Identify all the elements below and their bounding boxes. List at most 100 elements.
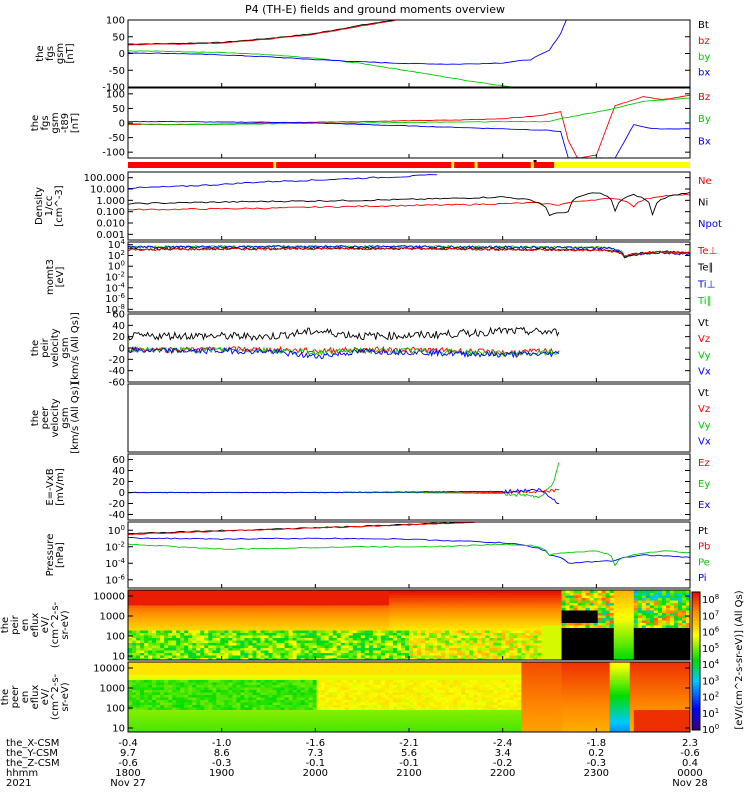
- heatmap-cell: [248, 595, 253, 598]
- heatmap-cell: [364, 590, 370, 593]
- heatmap-cell: [180, 655, 185, 658]
- heatmap-cell: [148, 592, 153, 596]
- heatmap-cell: [665, 645, 671, 648]
- heatmap-cell: [164, 692, 169, 695]
- heatmap-cell: [561, 622, 567, 626]
- heatmap-cell: [196, 620, 201, 623]
- heatmap-cell: [404, 637, 410, 641]
- heatmap-cell: [613, 652, 619, 656]
- heatmap-cell: [196, 640, 201, 643]
- heatmap-cell: [368, 652, 374, 656]
- heatmap-cell: [152, 719, 157, 723]
- heatmap-cell: [517, 630, 522, 633]
- heatmap-cell: [605, 635, 611, 638]
- heatmap-cell: [132, 727, 137, 730]
- heatmap-cell: [156, 689, 161, 693]
- heatmap-cell: [669, 627, 675, 631]
- heatmap-cell: [268, 592, 274, 596]
- heatmap-cell: [184, 622, 189, 626]
- heatmap-cell: [156, 627, 161, 631]
- heatmap-cell: [368, 630, 374, 633]
- y-tick-label: 10-2: [105, 271, 125, 284]
- series-Pt: [128, 522, 475, 535]
- heatmap-cell: [224, 637, 229, 641]
- heatmap-cell: [232, 600, 237, 603]
- heatmap-cell: [364, 610, 370, 613]
- heatmap-cell: [465, 607, 470, 611]
- heatmap-cell: [501, 655, 506, 658]
- heatmap-cell: [645, 632, 651, 636]
- heatmap-cell: [176, 674, 181, 678]
- heatmap-cell: [625, 595, 631, 598]
- heatmap-cell: [308, 600, 314, 603]
- heatmap-cell: [505, 650, 510, 653]
- y-axis-label: -t89: [60, 113, 71, 133]
- heatmap-cell: [681, 647, 687, 651]
- heatmap-cell: [208, 612, 213, 616]
- heatmap-cell: [465, 625, 470, 628]
- heatmap-cell: [637, 637, 643, 641]
- heatmap-cell: [685, 627, 691, 631]
- heatmap-cell: [404, 622, 410, 626]
- heatmap-cell: [489, 637, 494, 641]
- heatmap-cell: [449, 635, 454, 638]
- heatmap-cell: [156, 712, 161, 715]
- heatmap-cell: [549, 590, 555, 593]
- heatmap-cell: [172, 647, 177, 651]
- heatmap-cell: [364, 605, 370, 608]
- heatmap-cell: [168, 674, 173, 678]
- heatmap-cell: [144, 679, 149, 683]
- heatmap-cell: [661, 657, 667, 661]
- heatmap-cell: [264, 627, 269, 631]
- heatmap-cell: [252, 610, 257, 613]
- heatmap-cell: [144, 674, 149, 678]
- heatmap-cell: [324, 612, 330, 616]
- heatmap-cell: [485, 647, 490, 651]
- heatmap-cell: [336, 622, 342, 626]
- heatmap-cell: [645, 617, 651, 621]
- heatmap-cell: [409, 615, 414, 618]
- heatmap-cell: [168, 689, 173, 693]
- heatmap-cell: [437, 595, 442, 598]
- heatmap-cell: [513, 590, 518, 593]
- heatmap-cell: [601, 652, 607, 656]
- heatmap-cell: [188, 612, 193, 616]
- heatmap-cell: [545, 657, 550, 661]
- heatmap-cell: [240, 645, 245, 648]
- heatmap-cell: [320, 617, 326, 621]
- heatmap-cell: [417, 605, 422, 608]
- heatmap-cell: [348, 590, 354, 593]
- heatmap-cell: [212, 625, 217, 628]
- heatmap-cell: [593, 630, 599, 633]
- heatmap-cell: [661, 635, 667, 638]
- heatmap-cell: [509, 617, 514, 621]
- heatmap-cell: [525, 647, 530, 651]
- heatmap-cell: [344, 632, 350, 636]
- heatmap-cell: [421, 630, 426, 633]
- heatmap-cell: [609, 615, 615, 618]
- heatmap-cell: [597, 625, 603, 628]
- heatmap-cell: [497, 650, 502, 653]
- heatmap-cell: [561, 620, 567, 623]
- heatmap-cell: [501, 625, 506, 628]
- heatmap-cell: [188, 617, 193, 621]
- heatmap-cell: [236, 635, 241, 638]
- heatmap-cell: [272, 607, 278, 611]
- heatmap-cell: [649, 607, 655, 611]
- panel-frame: [127, 19, 691, 88]
- heatmap-cell: [324, 602, 330, 606]
- heatmap-cell: [276, 597, 282, 601]
- heatmap-cell: [409, 607, 414, 611]
- heatmap-cell: [517, 617, 522, 621]
- heatmap-cell: [677, 612, 683, 616]
- heatmap-cell: [380, 617, 386, 621]
- heatmap-cell: [140, 592, 145, 596]
- heatmap-cell: [220, 622, 225, 626]
- heatmap-cell: [152, 712, 157, 715]
- heatmap-cell: [324, 600, 330, 603]
- heatmap-cell: [473, 615, 478, 618]
- heatmap-cell: [380, 590, 386, 593]
- heatmap-cell: [160, 605, 165, 608]
- heatmap-cell: [645, 647, 651, 651]
- heatmap-cell: [128, 692, 133, 695]
